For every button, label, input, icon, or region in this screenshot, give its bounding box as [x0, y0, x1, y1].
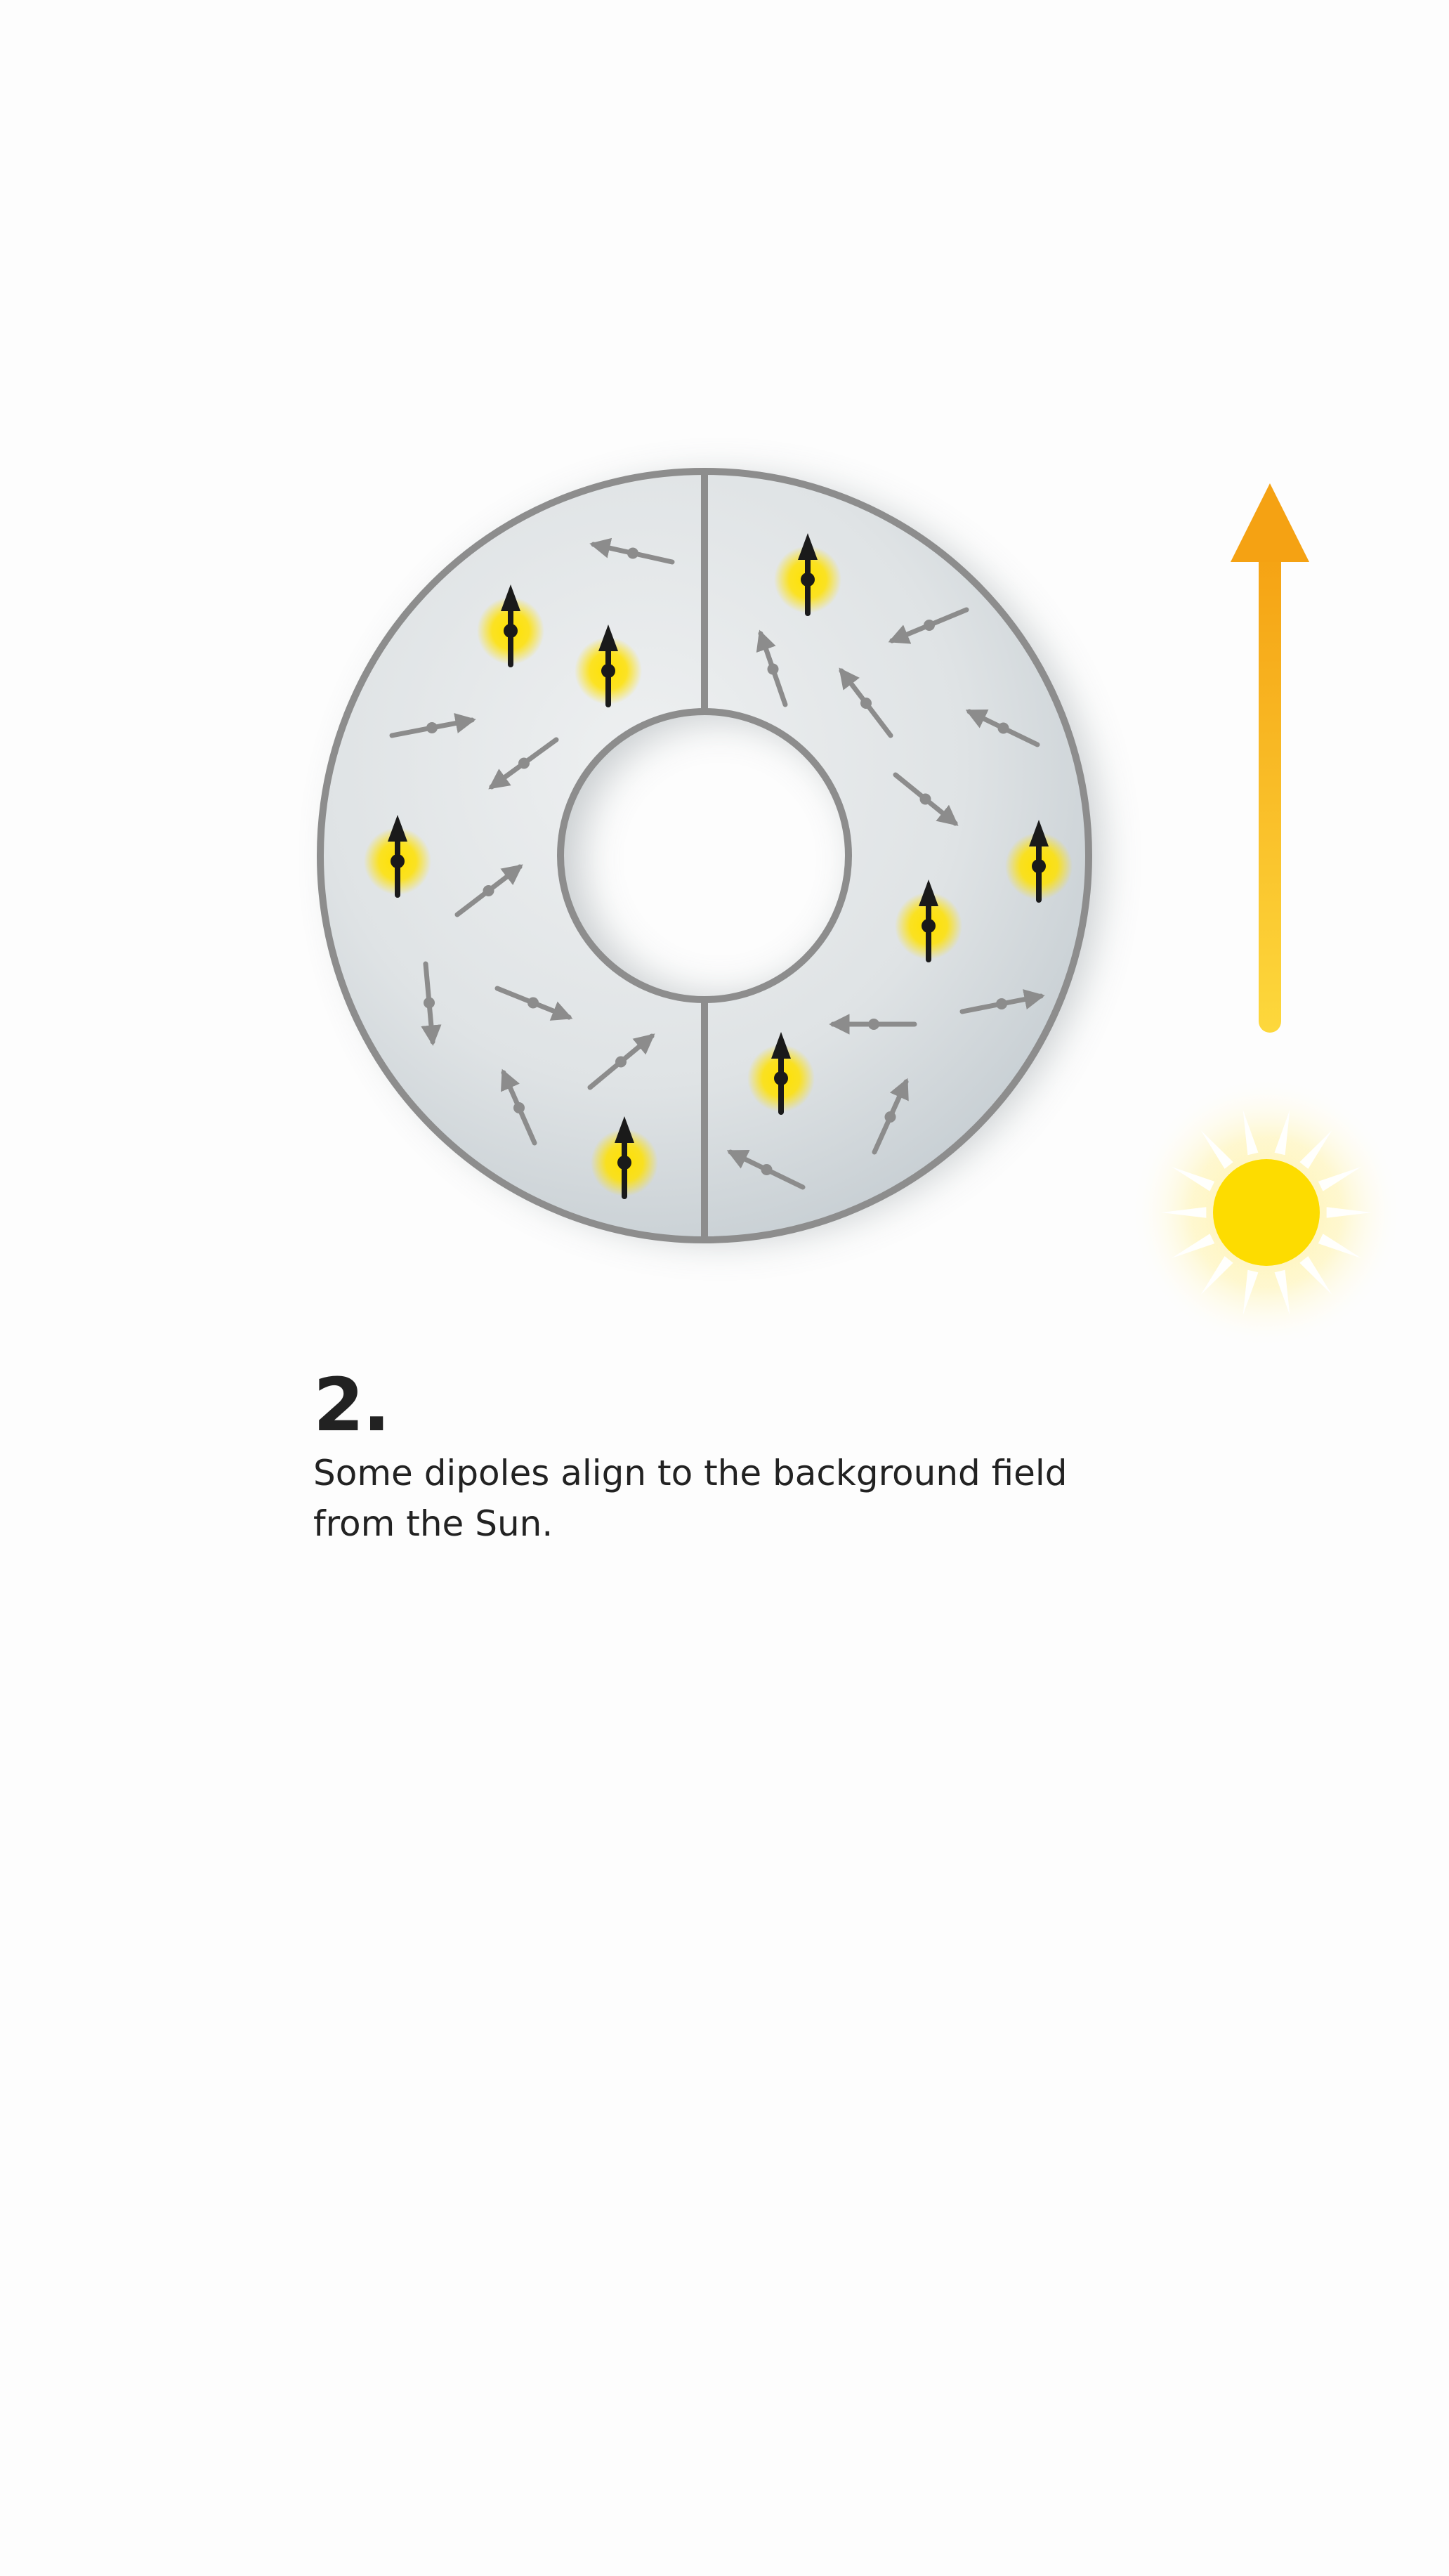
random-dipoles: [389, 537, 1045, 1190]
aligned-dipole: [1005, 820, 1073, 903]
random-dipole: [494, 986, 573, 1021]
random-dipole: [829, 1014, 917, 1035]
step-description: Some dipoles align to the background fie…: [313, 1453, 1068, 1544]
sun-ray: [1243, 1109, 1259, 1156]
sun-icon: [1129, 1075, 1403, 1349]
sun-ray: [1299, 1130, 1332, 1169]
sun-disc: [1213, 1159, 1320, 1266]
sun-ray: [1326, 1207, 1372, 1218]
sun-rays: [1161, 1109, 1372, 1316]
sun-ray: [1171, 1166, 1215, 1191]
random-dipole: [501, 1068, 537, 1146]
sun-ray: [1274, 1269, 1290, 1316]
field-arrow-shaft: [1259, 548, 1281, 1033]
sun-ray: [1161, 1207, 1207, 1218]
sun-ray: [1171, 1234, 1215, 1259]
random-dipole: [756, 629, 788, 707]
random-dipole: [893, 772, 959, 826]
random-dipole: [389, 713, 476, 738]
sun-ray: [1274, 1109, 1290, 1156]
random-dipole: [726, 1149, 806, 1190]
random-dipole: [888, 607, 969, 644]
random-dipole: [421, 961, 442, 1046]
aligned-dipole: [774, 533, 841, 616]
step-caption: 2. Some dipoles align to the background …: [313, 1366, 1156, 1549]
sun-ray: [1200, 1256, 1233, 1295]
step-number: 2.: [313, 1362, 391, 1448]
random-dipole: [839, 667, 893, 738]
sun-ray: [1318, 1166, 1362, 1191]
aligned-dipole: [895, 880, 962, 962]
random-dipole: [872, 1078, 909, 1155]
random-dipole: [959, 989, 1045, 1014]
ring-torus: [316, 468, 1101, 1243]
aligned-dipole: [364, 815, 431, 898]
sun-ray: [1299, 1256, 1332, 1295]
sun-ray: [1243, 1269, 1259, 1316]
aligned-dipole: [477, 584, 544, 667]
random-dipole: [587, 1033, 655, 1090]
random-dipole: [488, 737, 559, 790]
aligned-dipole: [747, 1032, 815, 1115]
random-dipole: [454, 864, 523, 917]
aligned-dipole: [591, 1116, 658, 1199]
magnetic-field-arrow: [1231, 483, 1309, 1033]
sun-ray: [1200, 1130, 1233, 1169]
random-dipole: [589, 537, 675, 565]
sun-ray: [1318, 1234, 1362, 1259]
field-arrow-head: [1231, 483, 1309, 562]
aligned-dipole: [575, 625, 642, 707]
aligned-dipoles: [364, 533, 1073, 1199]
random-dipole: [965, 709, 1040, 747]
